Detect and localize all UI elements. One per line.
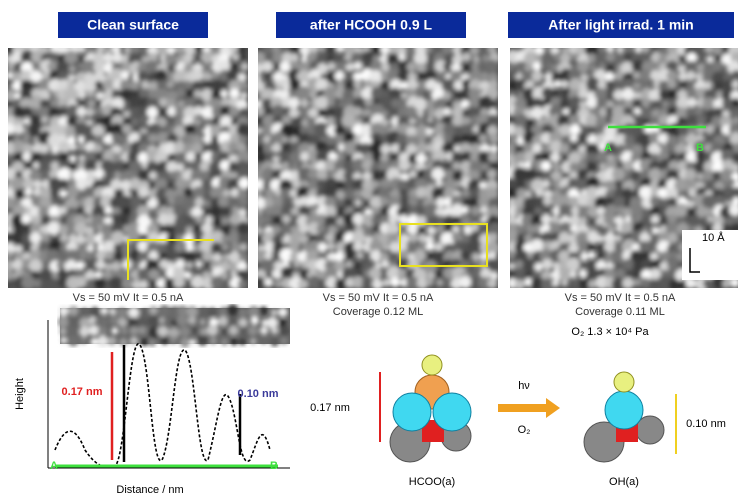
arrow-label: O₂ bbox=[518, 424, 531, 436]
panel-title: Clean surface bbox=[87, 17, 179, 33]
axis-title: Height bbox=[14, 378, 26, 410]
figure: Clean surface after HCOOH 0.9 L After li… bbox=[0, 0, 742, 499]
height-label: 0.10 nm bbox=[686, 418, 726, 430]
caption: Coverage 0.12 ML bbox=[333, 306, 424, 318]
panel-title: after HCOOH 0.9 L bbox=[310, 17, 433, 33]
step-label: 0.17 nm bbox=[62, 386, 103, 398]
panel-title: After light irrad. 1 min bbox=[548, 17, 693, 33]
texture bbox=[251, 41, 501, 290]
step-label: 0.10 nm bbox=[238, 388, 279, 400]
arrow-label: hν bbox=[518, 380, 530, 392]
scale-label: 10 Å bbox=[702, 231, 725, 244]
molecule-right bbox=[584, 372, 664, 462]
species-label: OH(a) bbox=[609, 476, 639, 488]
caption: Vs = 50 mV It = 0.5 nA bbox=[73, 292, 184, 304]
axis-title: Distance / nm bbox=[116, 484, 183, 496]
point-label: A bbox=[50, 460, 58, 472]
caption: Vs = 50 mV It = 0.5 nA bbox=[323, 292, 434, 304]
molecule-left bbox=[390, 355, 471, 462]
pressure-note: O₂ 1.3 × 10⁴ Pa bbox=[571, 326, 649, 338]
reaction-arrow bbox=[498, 404, 546, 412]
caption: Vs = 50 mV It = 0.5 nA bbox=[565, 292, 676, 304]
stm-image bbox=[1, 41, 251, 290]
caption: Coverage 0.11 ML bbox=[575, 306, 665, 318]
point-label: B bbox=[696, 142, 704, 154]
species-label: HCOO(a) bbox=[409, 476, 455, 488]
height-profile bbox=[55, 344, 270, 468]
page: Clean surface after HCOOH 0.9 L After li… bbox=[0, 0, 742, 499]
point-label: A bbox=[604, 142, 612, 154]
height-label: 0.17 nm bbox=[310, 402, 350, 414]
point-label: B bbox=[270, 460, 278, 472]
stm-image bbox=[251, 41, 501, 290]
reaction-arrow-head bbox=[546, 398, 560, 418]
